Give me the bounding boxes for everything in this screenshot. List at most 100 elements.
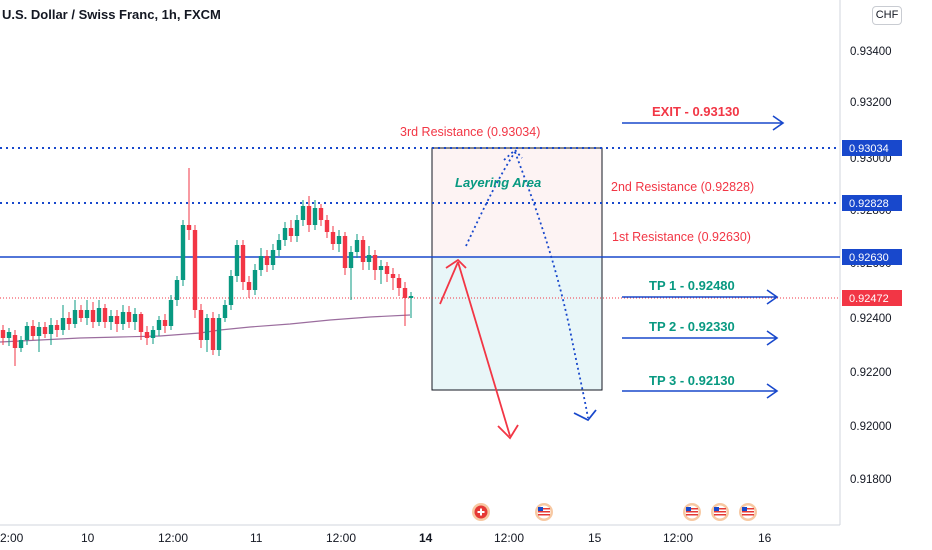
candle-body xyxy=(264,256,270,265)
y-axis-ticks: 0.93400 0.93200 0.93000 0.92800 0.92600 … xyxy=(850,46,892,486)
candle-body xyxy=(354,240,360,252)
candle-body xyxy=(252,270,258,290)
x-tick: 12:00 xyxy=(494,531,524,545)
candle-body xyxy=(72,310,78,324)
candle-body xyxy=(234,245,240,276)
candle-body xyxy=(18,340,24,348)
candle-body xyxy=(42,327,48,334)
candle-body xyxy=(84,310,90,318)
candle-body xyxy=(342,236,348,268)
candle-body xyxy=(126,312,132,322)
us-flag-icon[interactable] xyxy=(711,503,729,521)
candle-body xyxy=(204,318,210,340)
x-tick: 10 xyxy=(81,531,95,545)
candle-body xyxy=(294,220,300,236)
candle-body xyxy=(96,308,102,322)
y-tick: 0.93200 xyxy=(850,97,892,109)
y-tick: 0.92200 xyxy=(850,367,892,379)
candle-body xyxy=(180,225,186,280)
candle-body xyxy=(150,330,156,338)
candle-body xyxy=(240,245,246,282)
candle-body xyxy=(6,332,12,338)
candle-body xyxy=(216,318,222,350)
x-axis-ticks: 2:00 10 12:00 11 12:00 14 12:00 15 12:00… xyxy=(0,531,772,545)
candle-body xyxy=(210,318,216,350)
candle-body xyxy=(66,318,72,324)
price-label-3: 0.92472 xyxy=(842,290,902,306)
first-resistance-label: 1st Resistance (0.92630) xyxy=(612,230,751,244)
candle-body xyxy=(186,225,192,230)
x-tick: 15 xyxy=(588,531,602,545)
layering-zone-bottom xyxy=(431,256,603,391)
candle-body xyxy=(174,280,180,300)
swiss-flag-icon[interactable] xyxy=(472,503,490,521)
candle-body xyxy=(396,278,402,288)
x-tick: 12:00 xyxy=(158,531,188,545)
x-tick: 12:00 xyxy=(663,531,693,545)
price-label-text: 0.92828 xyxy=(849,198,889,210)
candle-body xyxy=(144,332,150,338)
candle-body xyxy=(378,266,384,270)
currency-button[interactable]: CHF xyxy=(872,6,902,25)
candle-body xyxy=(48,325,54,334)
candles xyxy=(0,168,414,366)
candle-body xyxy=(114,316,120,324)
y-tick: 0.93400 xyxy=(850,46,892,58)
price-label-text: 0.92630 xyxy=(849,252,889,264)
us-flag-icon[interactable] xyxy=(535,503,553,521)
candle-body xyxy=(408,296,414,298)
second-resistance-label: 2nd Resistance (0.92828) xyxy=(611,180,754,194)
tp2-label: TP 2 - 0.92330 xyxy=(649,319,735,334)
candle-body xyxy=(306,206,312,225)
price-label-2: 0.92630 xyxy=(842,249,902,265)
candle-body xyxy=(102,308,108,322)
x-tick: 11 xyxy=(250,531,263,545)
chart-title: U.S. Dollar / Swiss Franc, 1h, FXCM xyxy=(2,7,221,22)
candle-body xyxy=(120,312,126,324)
candle-body xyxy=(336,236,342,244)
candle-body xyxy=(222,305,228,318)
candle-body xyxy=(318,208,324,220)
candle-body xyxy=(198,310,204,340)
price-label-1: 0.92828 xyxy=(842,195,902,211)
candle-body xyxy=(228,276,234,305)
x-tick: 12:00 xyxy=(326,531,356,545)
candle-body xyxy=(384,266,390,274)
moving-average-line xyxy=(0,314,411,343)
price-label-0: 0.93034 xyxy=(842,140,902,156)
y-tick: 0.92000 xyxy=(850,421,892,433)
candle-body xyxy=(372,255,378,270)
candle-body xyxy=(30,326,36,336)
candle-body xyxy=(12,335,18,348)
bullish-scenario-arrow xyxy=(465,148,597,422)
us-flag-icon[interactable] xyxy=(739,503,757,521)
layering-area-label: Layering Area xyxy=(455,175,541,190)
candle-body xyxy=(246,282,252,290)
candle-body xyxy=(348,252,354,268)
price-label-text: 0.92472 xyxy=(849,293,889,305)
candle-body xyxy=(288,228,294,236)
candle-body xyxy=(312,208,318,225)
candle-body xyxy=(360,240,366,262)
candle-body xyxy=(168,300,174,326)
candle-body xyxy=(330,232,336,244)
x-tick: 14 xyxy=(419,531,433,545)
third-resistance-label: 3rd Resistance (0.93034) xyxy=(400,125,540,139)
candle-body xyxy=(162,320,168,326)
x-tick: 2:00 xyxy=(0,531,24,545)
candle-body xyxy=(390,274,396,278)
candle-body xyxy=(108,316,114,322)
candle-body xyxy=(300,206,306,220)
candle-body xyxy=(156,320,162,330)
price-label-text: 0.93034 xyxy=(849,143,889,155)
candle-body xyxy=(138,314,144,332)
candle-body xyxy=(402,288,408,298)
bearish-scenario-arrow xyxy=(439,258,519,440)
target-arrows xyxy=(622,115,785,399)
candle-body xyxy=(258,256,264,270)
candle-body xyxy=(324,220,330,232)
y-tick: 0.91800 xyxy=(850,474,892,486)
us-flag-icon[interactable] xyxy=(683,503,701,521)
